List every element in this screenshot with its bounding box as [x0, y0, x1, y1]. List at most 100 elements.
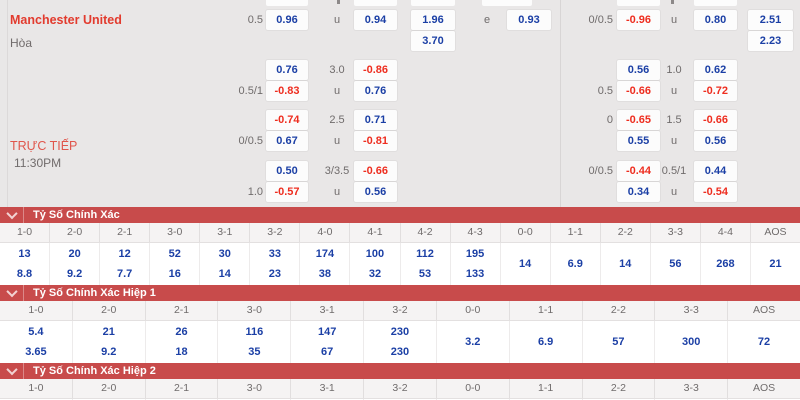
line-label-right-r3: u: [670, 85, 678, 97]
score-section-bar-0[interactable]: Tỷ Số Chính Xác: [0, 207, 800, 223]
score-col-header-AOS: AOS: [752, 304, 776, 316]
odds-cell-right-r1-box3[interactable]: 2.23: [748, 31, 793, 51]
odds-cell-left-r7-box2[interactable]: 0.56: [354, 182, 397, 202]
partial-odds-cell: [482, 0, 532, 6]
odds-cell-right-r0-box2[interactable]: 0.80: [694, 10, 737, 30]
odds-cell-left-r7-box1[interactable]: -0.57: [266, 182, 308, 202]
odds-cell-left-r2-box1[interactable]: 0.76: [266, 60, 308, 80]
score-odds-cell-3-2[interactable]: 33 23: [250, 243, 301, 285]
score-odds-value: 18: [175, 346, 188, 358]
odds-cell-left-r0-box4[interactable]: 0.93: [507, 10, 551, 30]
odds-cell-left-r6-box1[interactable]: 0.50: [266, 161, 308, 181]
score-odds-cell-4-3[interactable]: 195 133: [451, 243, 501, 285]
score-odds-cell-1-1[interactable]: 6.9: [510, 321, 583, 363]
odds-cell-right-r0-box3[interactable]: 2.51: [748, 10, 793, 30]
score-odds-cell-3-1[interactable]: 30 14: [200, 243, 251, 285]
score-odds-cell-4-4[interactable]: 268: [701, 243, 751, 285]
score-odds-cell-3-2[interactable]: 230 230: [364, 321, 437, 363]
odds-cell-right-r2-box1[interactable]: 0.56: [617, 60, 660, 80]
odds-cell-left-r2-box2[interactable]: -0.86: [354, 60, 397, 80]
line-label-right-r4: 1.5: [666, 114, 682, 126]
partial-odds-cell: [694, 0, 737, 6]
score-col-header-3-1: 3-1: [291, 301, 365, 320]
odds-cell-right-r7-box1[interactable]: 0.34: [617, 182, 660, 202]
odds-cell-left-r5-box1[interactable]: 0.67: [266, 131, 308, 151]
score-col-header-0-0: 0-0: [501, 223, 551, 242]
odds-cell-right-r4-box1[interactable]: -0.65: [617, 110, 660, 130]
score-section-bar-1[interactable]: Tỷ Số Chính Xác Hiệp 1: [0, 285, 800, 301]
partial-odds-cell: [266, 0, 308, 6]
odds-cell-left-r6-box2[interactable]: -0.66: [354, 161, 397, 181]
odds-cell-right-r0-box1[interactable]: -0.96: [617, 10, 660, 30]
score-odds-value: 133: [465, 268, 485, 280]
score-odds-cell-0-0[interactable]: 3.2: [437, 321, 510, 363]
score-odds-cell-AOS[interactable]: 72: [728, 321, 800, 363]
score-odds-cell-4-2[interactable]: 112 53: [401, 243, 451, 285]
score-odds-value: 7.7: [117, 268, 133, 280]
score-odds-cell-4-1[interactable]: 100 32: [350, 243, 401, 285]
odds-cell-left-r1-box3[interactable]: 3.70: [411, 31, 455, 51]
score-section-bar-2[interactable]: Tỷ Số Chính Xác Hiệp 2: [0, 363, 800, 379]
score-odds-cell-AOS[interactable]: 21: [751, 243, 800, 285]
score-odds-value: 26: [175, 326, 188, 338]
score-odds-cell-2-2[interactable]: 14: [601, 243, 651, 285]
score-col-header-2-2: 2-2: [583, 379, 656, 398]
odds-cell-right-r5-box2[interactable]: 0.56: [694, 131, 737, 151]
partial-odds-cell: [354, 0, 397, 6]
score-col-header-1-0: 1-0: [0, 301, 73, 320]
score-odds-cell-1-1[interactable]: 6.9: [551, 243, 601, 285]
odds-cell-left-r0-box3[interactable]: 1.96: [411, 10, 455, 30]
score-odds-cell-3-1[interactable]: 147 67: [291, 321, 365, 363]
score-odds-value: 35: [248, 346, 261, 358]
odds-cell-right-r6-box1[interactable]: -0.44: [617, 161, 660, 181]
odds-panel: Manchester United Hòa TRỰC TIẾP 11:30PM …: [7, 0, 793, 207]
score-odds-cell-1-0[interactable]: 13 8.8: [0, 243, 51, 285]
line-label-right-r5: u: [670, 135, 678, 147]
score-odds-value: 6.9: [537, 336, 554, 348]
score-odds-value: 174: [315, 248, 335, 260]
score-col-header-3-0: 3-0: [218, 301, 292, 320]
score-col-header-4-0: 4-0: [300, 223, 351, 242]
odds-cell-right-r6-box2[interactable]: 0.44: [694, 161, 737, 181]
line-label-left-r5: u: [333, 135, 341, 147]
odds-cell-right-r3-box2[interactable]: -0.72: [694, 81, 737, 101]
score-odds-cell-3-3[interactable]: 300: [655, 321, 729, 363]
score-odds-cell-3-3[interactable]: 56: [651, 243, 701, 285]
odds-cell-left-r3-box1[interactable]: -0.83: [266, 81, 308, 101]
score-odds-cell-4-0[interactable]: 174 38: [300, 243, 351, 285]
score-col-header-4-4: 4-4: [701, 223, 751, 242]
score-odds-cell-2-0[interactable]: 20 9.2: [50, 243, 101, 285]
odds-cell-right-r7-box2[interactable]: -0.54: [694, 182, 737, 202]
score-odds-cell-0-0[interactable]: 14: [501, 243, 551, 285]
odds-cell-right-r2-box2[interactable]: 0.62: [694, 60, 737, 80]
score-odds-cell-2-1[interactable]: 26 18: [146, 321, 219, 363]
score-odds-cell-3-0[interactable]: 52 16: [150, 243, 201, 285]
score-odds-cell-2-0[interactable]: 21 9.2: [73, 321, 146, 363]
odds-cell-right-r3-box1[interactable]: -0.66: [617, 81, 660, 101]
handicap-label-left-r5: 0/0.5: [238, 135, 263, 147]
score-col-header-3-2: 3-2: [250, 223, 301, 242]
score-col-header-1-1: 1-1: [551, 223, 601, 242]
score-col-header-4-3: 4-3: [451, 223, 501, 242]
odds-cell-right-r5-box1[interactable]: 0.55: [617, 131, 660, 151]
odds-cell-left-r3-box2[interactable]: 0.76: [354, 81, 397, 101]
score-odds-cell-2-1[interactable]: 12 7.7: [100, 243, 151, 285]
score-odds-cell-1-0[interactable]: 5.4 3.65: [0, 321, 73, 363]
score-odds-value: 100: [365, 248, 385, 260]
score-odds-value: 21: [769, 258, 782, 270]
score-col-header-3-0: 3-0: [150, 223, 201, 242]
odds-cell-left-r0-box2[interactable]: 0.94: [354, 10, 397, 30]
score-odds-cell-2-2[interactable]: 57: [583, 321, 656, 363]
score-section-0: Tỷ Số Chính Xác 1-0 2-0 2-1 3-0 3-1 3-2 4-0 4-1 4…: [0, 207, 800, 285]
odds-cell-right-r4-box2[interactable]: -0.66: [694, 110, 737, 130]
panel-divider: [560, 0, 561, 207]
score-odds-value: 9.2: [66, 268, 83, 280]
score-odds-cell-3-0[interactable]: 116 35: [218, 321, 292, 363]
odds-cell-left-r4-box1[interactable]: -0.74: [266, 110, 308, 130]
odds-cell-left-r4-box2[interactable]: 0.71: [354, 110, 397, 130]
match-time: 11:30PM: [14, 156, 62, 170]
score-col-header-1-1: 1-1: [510, 379, 583, 398]
odds-cell-left-r0-box1[interactable]: 0.96: [266, 10, 308, 30]
odds-cell-left-r5-box2[interactable]: -0.81: [354, 131, 397, 151]
